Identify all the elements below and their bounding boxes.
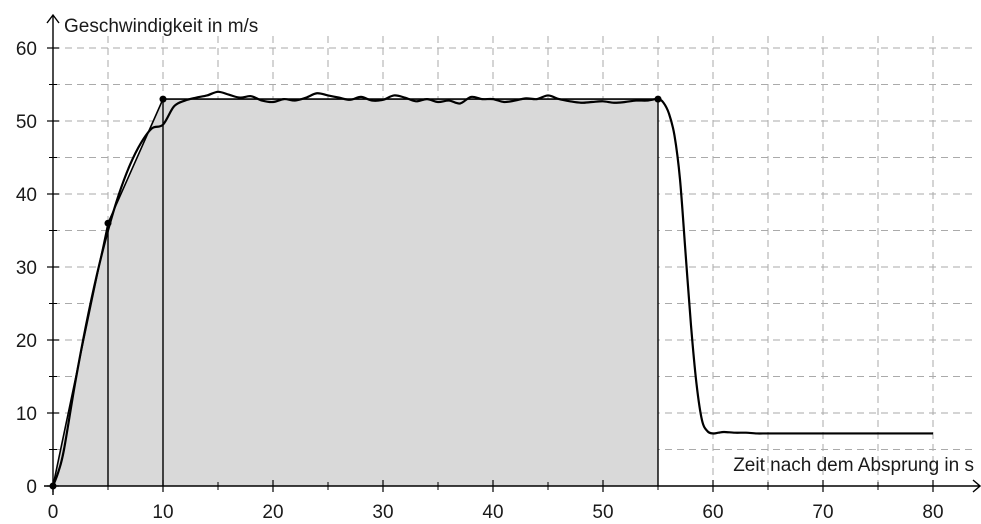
vertical-drop-lines bbox=[107, 99, 659, 486]
model-velocity-line bbox=[52, 98, 658, 487]
y-axis-arrow-icon bbox=[46, 13, 60, 24]
y-tick-label: 0 bbox=[26, 477, 37, 498]
shaded-area bbox=[53, 99, 658, 486]
marked-point bbox=[159, 95, 167, 103]
x-tick-label: 30 bbox=[372, 502, 393, 523]
y-tick-label: 20 bbox=[16, 331, 37, 352]
ticks: 0 10 20 30 40 50 60 70 80 0 10 20 30 40 50 60 bbox=[16, 39, 944, 523]
x-tick-label: 20 bbox=[262, 502, 283, 523]
marked-point bbox=[654, 95, 662, 103]
measured-velocity-line bbox=[51, 90, 933, 487]
x-tick-label: 60 bbox=[702, 502, 723, 523]
series-group bbox=[51, 90, 933, 487]
x-tick-label: 0 bbox=[48, 502, 59, 523]
y-tick-label: 10 bbox=[16, 404, 37, 425]
x-axis-arrow-icon bbox=[972, 479, 981, 493]
y-tick-label: 40 bbox=[16, 185, 37, 206]
x-tick-label: 50 bbox=[592, 502, 613, 523]
marked-point bbox=[104, 219, 112, 227]
x-tick-label: 40 bbox=[482, 502, 503, 523]
x-tick-label: 10 bbox=[152, 502, 173, 523]
y-axis-title: Geschwindigkeit in m/s bbox=[64, 16, 258, 37]
marked-point bbox=[49, 482, 57, 490]
x-tick-label: 80 bbox=[922, 502, 943, 523]
y-tick-label: 30 bbox=[16, 258, 37, 279]
y-tick-label: 50 bbox=[16, 112, 37, 133]
y-tick-label: 60 bbox=[16, 39, 37, 60]
x-tick-label: 70 bbox=[812, 502, 833, 523]
marked-points bbox=[49, 95, 662, 490]
x-axis-title: Zeit nach dem Absprung in s bbox=[733, 455, 974, 476]
shaded-area-group bbox=[53, 99, 658, 486]
